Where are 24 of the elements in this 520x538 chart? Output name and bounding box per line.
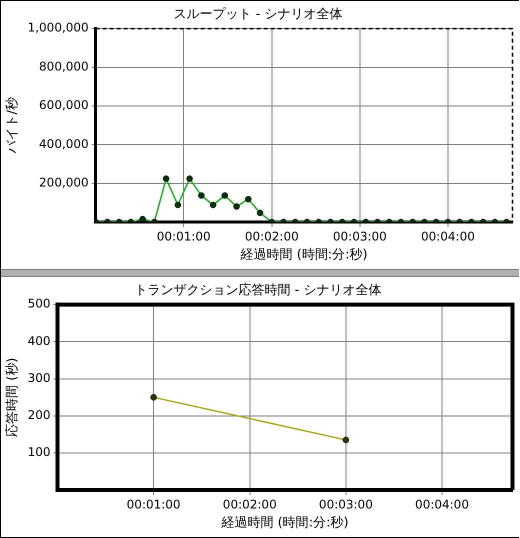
x-tick-label: 00:04:00 bbox=[415, 497, 469, 512]
y-tick-label: 400,000 bbox=[39, 136, 89, 151]
y-tick-label: 200 bbox=[28, 408, 51, 422]
y-tick-label: 400 bbox=[28, 334, 51, 348]
y-axis-title: 応答時間 (秒) bbox=[4, 358, 20, 437]
x-axis-title: 経過時間 (時間:分:秒) bbox=[240, 248, 368, 263]
y-tick-label: 1,000,000 bbox=[28, 20, 89, 35]
x-tick-label: 00:02:00 bbox=[222, 497, 277, 512]
y-tick-label: 600,000 bbox=[39, 98, 89, 112]
y-tick-label: 100 bbox=[28, 445, 51, 460]
x-tick-label: 00:04:00 bbox=[420, 229, 475, 244]
x-tick-label: 00:01:00 bbox=[156, 229, 211, 244]
y-tick-label: 800,000 bbox=[39, 59, 89, 74]
chart-title: スループット - シナリオ全体 bbox=[174, 7, 342, 22]
chart-title: トランザクション応答時間 - シナリオ全体 bbox=[134, 282, 382, 298]
y-tick-label: 200,000 bbox=[39, 175, 89, 190]
x-axis-title: 経過時間 (時間:分:秒) bbox=[220, 516, 349, 531]
x-tick-label: 00:03:00 bbox=[332, 229, 387, 244]
x-tick-label: 00:02:00 bbox=[244, 229, 299, 244]
y-tick-label: 500 bbox=[28, 296, 51, 311]
y-tick-label: 300 bbox=[28, 370, 51, 385]
x-tick-label: 00:03:00 bbox=[318, 497, 373, 512]
x-tick-label: 00:01:00 bbox=[126, 497, 181, 512]
y-axis-title: バイト/秒 bbox=[5, 97, 20, 154]
